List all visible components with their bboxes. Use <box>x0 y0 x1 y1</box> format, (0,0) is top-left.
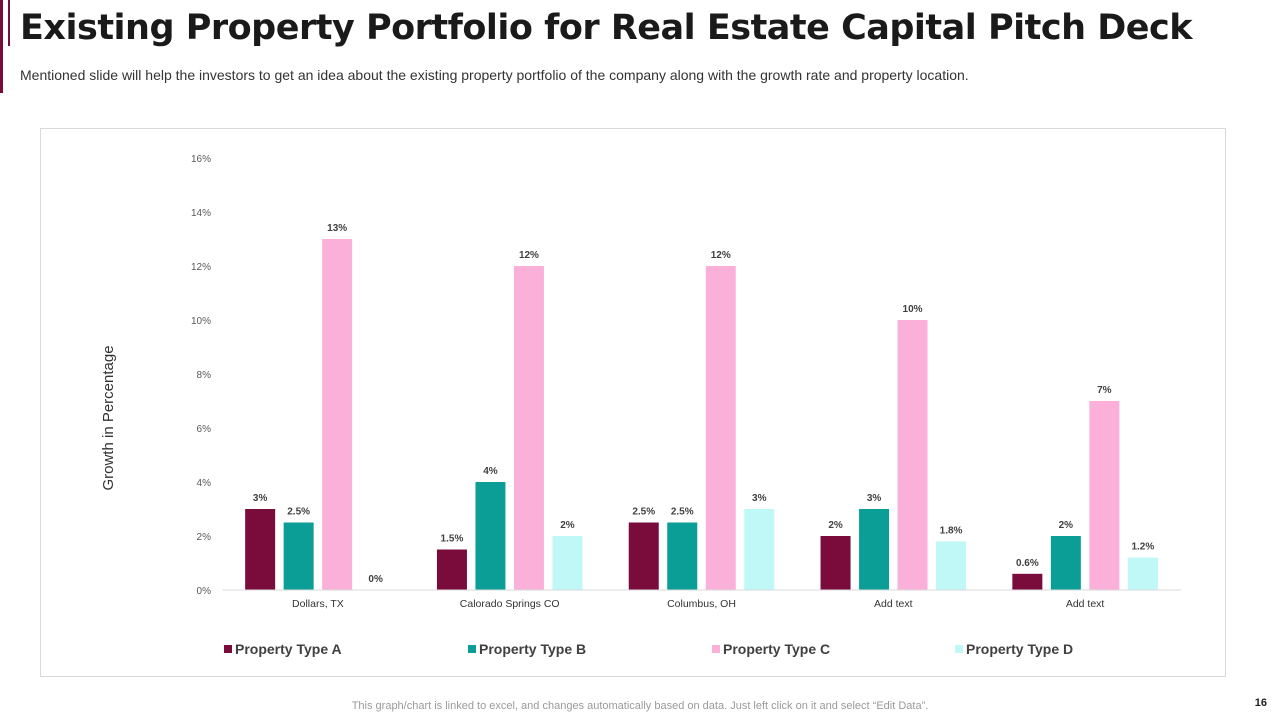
bar-data-label: 12% <box>711 250 731 261</box>
bar[interactable] <box>475 482 506 590</box>
bar-data-label: 3% <box>253 493 268 504</box>
bar[interactable] <box>667 522 698 591</box>
bar-data-label: 2.5% <box>632 507 655 518</box>
bar-data-label: 2.5% <box>287 507 310 518</box>
bar[interactable] <box>1089 401 1120 590</box>
x-axis: Dollars, TX Calorado Springs CO Columbus, … <box>222 589 1181 610</box>
x-tick-label: Columbus, OH <box>667 598 736 610</box>
legend-entry: Property Type C <box>723 641 830 657</box>
y-tick-label: 12% <box>191 262 211 273</box>
left-accent-bar <box>0 0 3 93</box>
bar-data-label: 10% <box>903 304 923 315</box>
bar-data-label: 12% <box>519 250 539 261</box>
legend-entry: Property Type B <box>479 641 586 657</box>
y-tick-label: 16% <box>191 154 211 165</box>
bar[interactable] <box>322 239 353 590</box>
legend-swatch <box>468 645 476 653</box>
legend-swatch <box>224 645 232 653</box>
bar-data-label: 2% <box>1059 520 1074 531</box>
y-tick-label: 8% <box>197 370 212 381</box>
y-tick-label: 0% <box>197 586 212 597</box>
chart-bars: 3% 2.5% 13% 0% 1.5% 4% 12% 2% 2.5% 2.5% 12% 3% 2% 3% 1… <box>245 223 1158 590</box>
bar[interactable] <box>936 541 967 590</box>
x-tick-label: Add text <box>1066 598 1105 610</box>
bar[interactable] <box>436 549 467 591</box>
bar-data-label: 3% <box>867 493 882 504</box>
bar-data-label: 7% <box>1097 385 1112 396</box>
bar-data-label: 13% <box>327 223 347 234</box>
bar[interactable] <box>1127 557 1158 590</box>
bar[interactable] <box>283 522 314 591</box>
bar-data-label: 1.5% <box>441 534 464 545</box>
title-accent-line <box>8 0 10 46</box>
bar-data-label: 2.5% <box>671 507 694 518</box>
legend-swatch <box>712 645 720 653</box>
legend-swatch <box>955 645 963 653</box>
legend-entry: Property Type D <box>966 641 1073 657</box>
bar-data-label: 2% <box>828 520 843 531</box>
chart-frame[interactable]: 0% 2% 4% 6% 8% 10% 12% 14% 16% 3% 2.5% 13% 0% 1.5% 4%… <box>40 128 1226 677</box>
bar-data-label: 1.8% <box>940 525 963 536</box>
page-number: 16 <box>1254 697 1267 709</box>
bar-data-label: 0% <box>368 574 383 585</box>
x-tick-label: Add text <box>874 598 913 610</box>
bar[interactable] <box>628 522 659 591</box>
bar-data-label: 3% <box>752 493 767 504</box>
bar-data-label: 1.2% <box>1131 542 1154 553</box>
page-title: Existing Property Portfolio for Real Est… <box>20 8 1193 48</box>
y-tick-label: 14% <box>191 208 211 219</box>
bar-chart[interactable]: 0% 2% 4% 6% 8% 10% 12% 14% 16% 3% 2.5% 13% 0% 1.5% 4%… <box>41 129 1225 676</box>
y-axis-ticks: 0% 2% 4% 6% 8% 10% 12% 14% 16% <box>191 154 211 597</box>
x-tick-label: Dollars, TX <box>292 598 344 610</box>
bar[interactable] <box>705 266 736 590</box>
chart-legend: Property Type A Property Type B Property T… <box>224 641 1073 657</box>
bar[interactable] <box>1050 536 1081 590</box>
bar-data-label: 4% <box>483 466 498 477</box>
bar[interactable] <box>513 266 544 590</box>
y-tick-label: 4% <box>197 478 212 489</box>
page-subtitle: Mentioned slide will help the investors … <box>20 67 969 83</box>
bar[interactable] <box>1012 573 1043 590</box>
footer-note: This graph/chart is linked to excel, and… <box>351 700 929 712</box>
bar-data-label: 0.6% <box>1016 558 1039 569</box>
bar[interactable] <box>897 320 928 590</box>
y-tick-label: 10% <box>191 316 211 327</box>
bar[interactable] <box>859 509 890 590</box>
bar[interactable] <box>552 536 583 590</box>
bar[interactable] <box>820 536 851 590</box>
x-tick-label: Calorado Springs CO <box>460 598 560 610</box>
bar[interactable] <box>245 509 276 590</box>
y-axis-label: Growth in Percentage <box>100 345 117 490</box>
y-tick-label: 6% <box>197 424 212 435</box>
legend-entry: Property Type A <box>235 641 342 657</box>
bar-data-label: 2% <box>560 520 575 531</box>
bar[interactable] <box>744 509 775 590</box>
y-tick-label: 2% <box>197 532 212 543</box>
